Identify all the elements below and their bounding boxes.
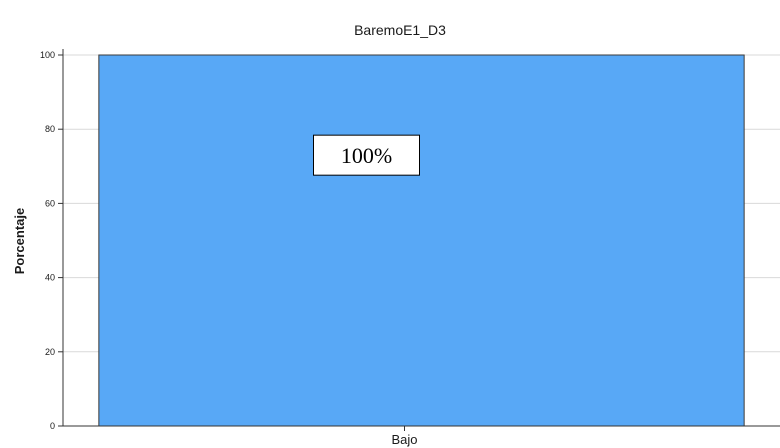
x-category-label: Bajo bbox=[391, 432, 417, 447]
data-labels: 100% bbox=[313, 134, 420, 176]
y-axis-ticks: 0 20 40 60 80 100 bbox=[40, 50, 63, 431]
y-tick-label: 0 bbox=[50, 421, 55, 431]
bars bbox=[98, 54, 745, 427]
y-tick-label: 60 bbox=[45, 198, 55, 208]
data-label-box bbox=[313, 134, 420, 176]
chart-title: BaremoE1_D3 bbox=[354, 22, 446, 38]
y-tick-label: 100 bbox=[40, 50, 55, 60]
y-tick-label: 20 bbox=[45, 347, 55, 357]
x-axis-categories: Bajo bbox=[391, 432, 417, 447]
data-label: 100% bbox=[341, 143, 392, 168]
axes bbox=[62, 49, 780, 431]
y-tick-label: 40 bbox=[45, 273, 55, 283]
bar bbox=[98, 54, 745, 427]
y-tick-label: 80 bbox=[45, 124, 55, 134]
y-axis-label: Porcentaje bbox=[12, 208, 27, 274]
